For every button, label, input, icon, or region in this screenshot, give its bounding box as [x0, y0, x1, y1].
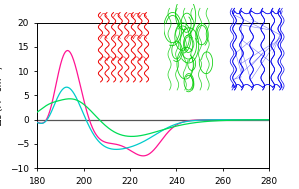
Y-axis label: Δε (M⁻¹cm⁻¹): Δε (M⁻¹cm⁻¹) [0, 66, 4, 125]
